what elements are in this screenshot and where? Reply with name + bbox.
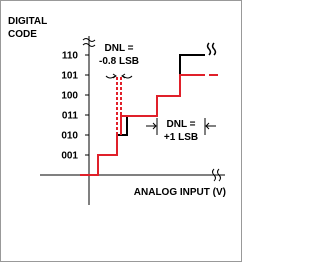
y-title-line: CODE [8,29,37,40]
code-label: 101 [61,71,78,82]
code-label: 100 [61,91,78,102]
x-title: ANALOG INPUT (V) [134,187,226,198]
annotation: +1 LSB [164,132,198,143]
break [206,42,217,56]
ticks: 110 101 100 011 010 001 [61,51,89,162]
annotation: DNL = [105,43,134,54]
code-label: 001 [61,151,78,162]
axis-break [82,38,96,47]
code-label: 011 [62,111,79,122]
code-label: 110 [62,51,79,62]
annotation: DNL = [167,119,196,130]
code-label: 010 [61,131,78,142]
axis-break [212,168,221,182]
arrow [105,75,133,79]
actual-staircase [80,74,205,176]
annotation: -0.8 LSB [99,56,139,67]
diagram: DIGITAL CODE 110 101 100 011 010 001 DNL = -0… [0,0,242,262]
arrow [146,122,216,130]
arrowhead [112,73,126,79]
y-title-line: DIGITAL [8,16,47,27]
